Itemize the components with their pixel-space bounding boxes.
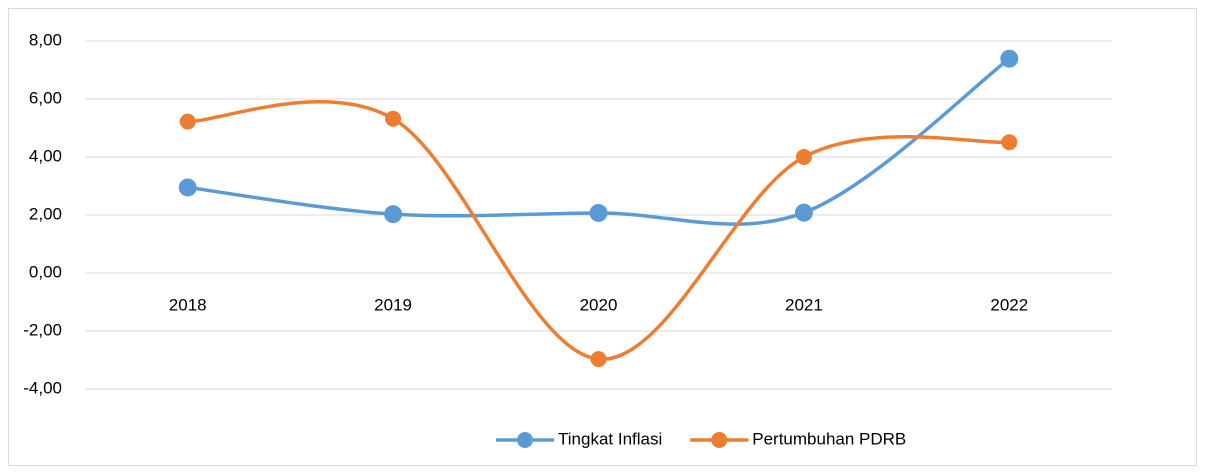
point-marker <box>795 149 812 165</box>
x-tick-label: 2018 <box>169 295 207 314</box>
point-marker <box>178 178 197 197</box>
x-tick-label: 2019 <box>374 295 412 314</box>
y-tick-label: 6,00 <box>29 88 62 107</box>
legend-marker <box>517 432 533 448</box>
y-tick-label: -4,00 <box>23 378 62 397</box>
y-tick-label: -2,00 <box>23 320 62 339</box>
legend-marker <box>711 432 728 448</box>
point-marker <box>1001 134 1018 151</box>
point-marker <box>794 203 813 222</box>
point-marker <box>384 205 403 224</box>
point-marker <box>179 113 196 130</box>
y-tick-label: 2,00 <box>29 204 62 223</box>
x-tick-label: 2020 <box>580 295 618 314</box>
point-marker <box>385 110 402 127</box>
point-marker <box>1000 49 1019 68</box>
x-tick-label: 2022 <box>990 295 1028 314</box>
y-tick-label: 0,00 <box>29 262 62 281</box>
chart-frame <box>8 8 1197 466</box>
y-tick-label: 8,00 <box>29 30 62 49</box>
point-marker <box>589 203 608 222</box>
point-marker <box>590 351 607 368</box>
legend-label: Pertumbuhan PDRB <box>752 429 906 448</box>
legend-label: Tingkat Inflasi <box>558 429 662 448</box>
x-tick-label: 2021 <box>785 295 823 314</box>
y-tick-label: 4,00 <box>29 146 62 165</box>
